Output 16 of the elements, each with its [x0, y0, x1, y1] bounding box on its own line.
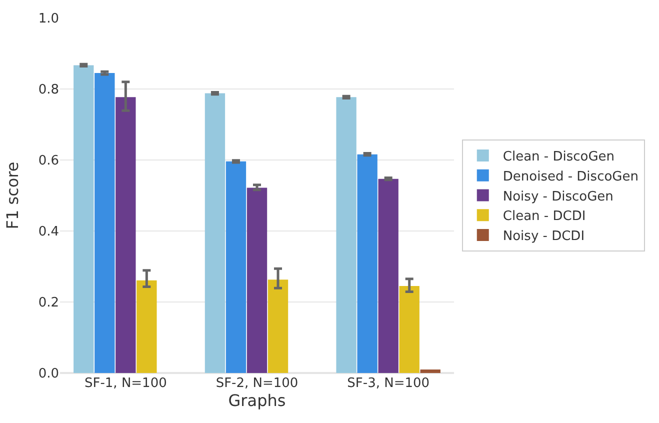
- x-tick-label: SF-2, N=100: [216, 376, 298, 391]
- y-axis-title: F1 score: [3, 162, 22, 230]
- legend-label: Noisy - DiscoGen: [502, 189, 614, 204]
- x-tick-label: SF-1, N=100: [84, 376, 167, 391]
- legend-label: Clean - DCDI: [502, 209, 586, 224]
- legend-label: Noisy - DCDI: [502, 229, 585, 244]
- y-tick-label: 0.2: [38, 296, 59, 311]
- x-tick-label: SF-3, N=100: [347, 376, 430, 391]
- y-tick-label: 1.0: [38, 12, 59, 27]
- legend-label: Denoised - DiscoGen: [502, 169, 638, 184]
- y-tick-label: 0.0: [38, 366, 59, 382]
- legend-label: Clean - DiscoGen: [502, 150, 615, 165]
- y-tick-label: 0.8: [38, 82, 59, 98]
- x-axis-title: Graphs: [228, 391, 286, 410]
- y-tick-label: 0.6: [38, 154, 59, 169]
- y-tick-label: 0.4: [38, 224, 59, 240]
